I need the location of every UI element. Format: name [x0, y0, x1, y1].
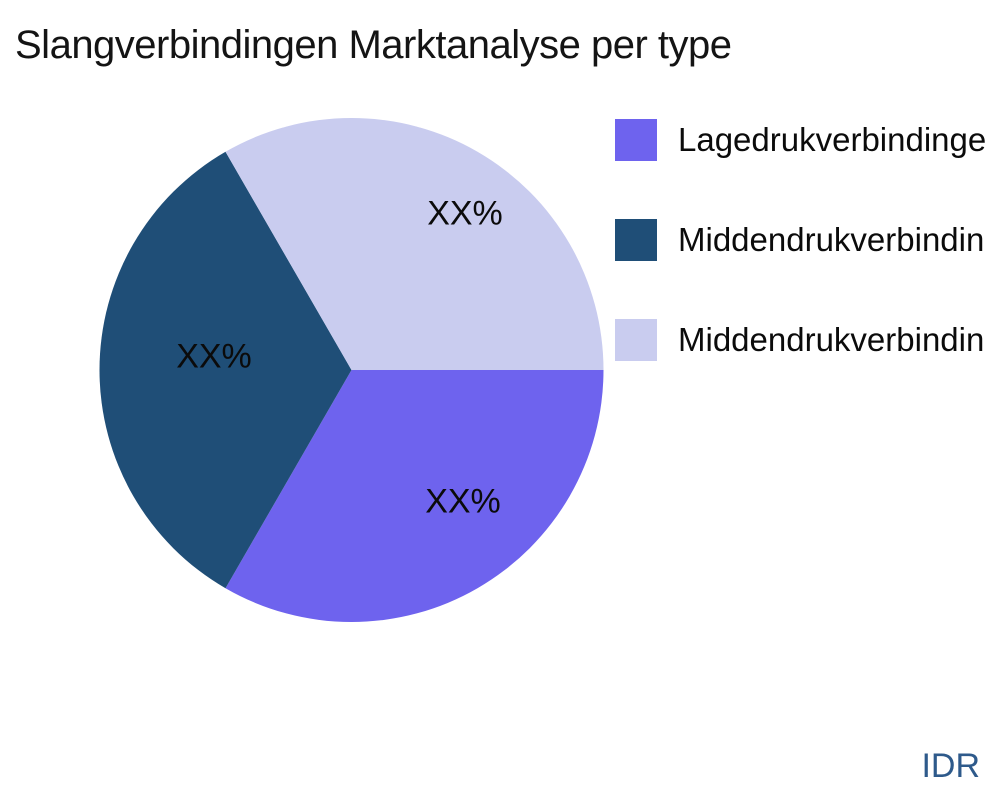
slice-label-left: XX%: [176, 337, 252, 376]
pie-slice-middendruk-2[interactable]: [225, 117, 604, 370]
legend-swatch-lagedruk: [615, 119, 657, 161]
legend-swatch-middendruk-1: [615, 219, 657, 261]
legend-swatch-middendruk-2: [615, 319, 657, 361]
legend-item-lagedruk[interactable]: Lagedrukverbindinge: [615, 119, 986, 161]
slice-label-bottom: XX%: [425, 482, 501, 521]
pie-slice-lagedruk[interactable]: [225, 370, 604, 623]
legend-item-middendruk-1[interactable]: Middendrukverbindin: [615, 219, 984, 261]
legend-label-lagedruk: Lagedrukverbindinge: [678, 121, 987, 158]
pie-slice-middendruk-1[interactable]: [99, 151, 352, 589]
watermark-idr: IDR: [921, 747, 980, 785]
legend-item-middendruk-2[interactable]: Middendrukverbindin: [615, 319, 984, 361]
legend-label-middendruk-2: Middendrukverbindin: [678, 321, 985, 358]
slice-label-top: XX%: [427, 194, 503, 233]
chart-title: Slangverbindingen Marktanalyse per type: [15, 23, 732, 67]
legend-label-middendruk-1: Middendrukverbindin: [678, 221, 985, 258]
